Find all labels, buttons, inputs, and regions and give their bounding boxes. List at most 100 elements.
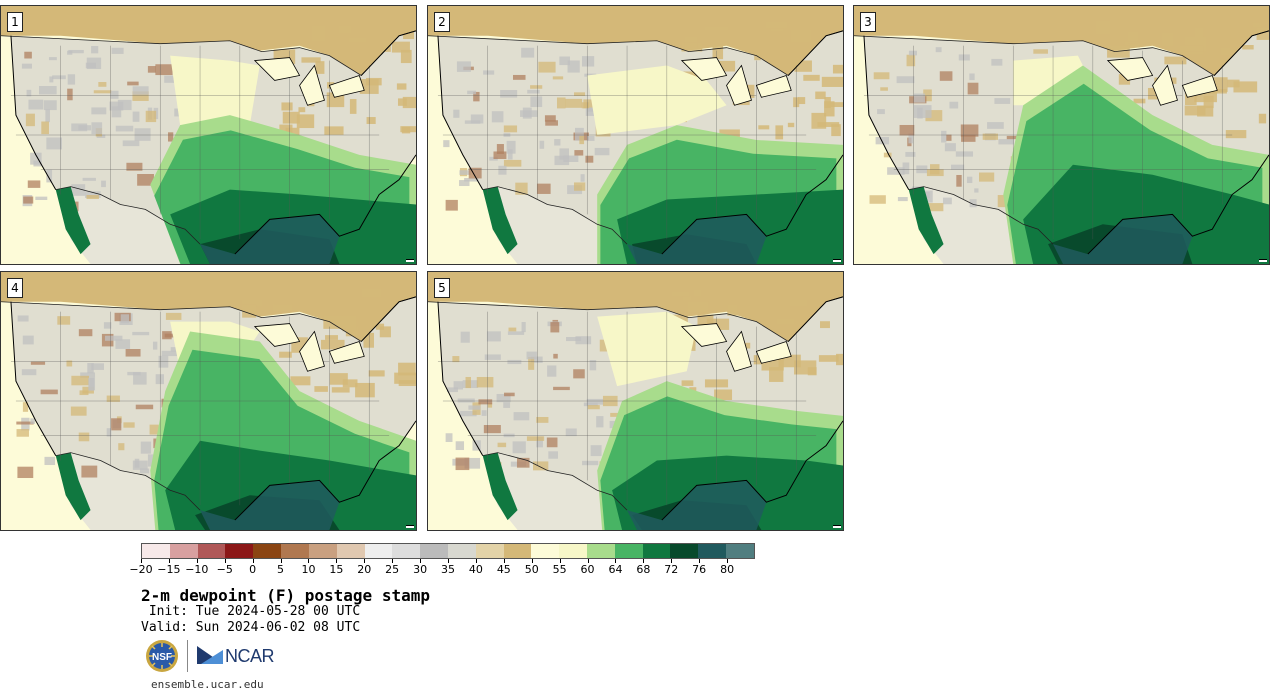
dry-patch xyxy=(155,64,173,76)
colorbar-tick xyxy=(364,559,366,563)
dry-patch xyxy=(877,109,885,115)
mexico-region xyxy=(55,186,210,264)
dry-patch xyxy=(106,428,112,437)
dry-patch xyxy=(821,76,843,87)
dry-patch xyxy=(582,460,599,466)
dry-patch xyxy=(811,112,827,129)
dry-patch xyxy=(324,126,344,135)
dry-patch xyxy=(1233,81,1258,93)
dry-patch xyxy=(452,356,460,363)
plot-title: 2-m dewpoint (F) postage stamp xyxy=(141,586,430,605)
canada-region xyxy=(1,6,416,76)
great-lake xyxy=(253,57,301,81)
dry-patch xyxy=(548,451,558,459)
dry-patch xyxy=(513,412,530,421)
dry-patch xyxy=(939,71,953,81)
dry-patch xyxy=(906,54,916,67)
dry-patch xyxy=(106,395,120,402)
dry-patch xyxy=(84,191,101,198)
dry-patch xyxy=(127,81,139,86)
dry-patch xyxy=(126,162,143,171)
dry-patch xyxy=(445,199,458,211)
dry-patch xyxy=(803,74,820,81)
dry-patch xyxy=(693,289,702,297)
dry-patch xyxy=(311,25,326,42)
dry-patch xyxy=(484,354,501,360)
dry-patch xyxy=(402,96,416,109)
colorbar-tick xyxy=(336,559,338,563)
dry-patch xyxy=(21,369,37,376)
dry-patch xyxy=(455,457,470,471)
dry-patch xyxy=(132,460,148,470)
dry-patch xyxy=(559,148,570,160)
dry-patch xyxy=(941,130,947,143)
dry-patch xyxy=(487,402,493,408)
dry-patch xyxy=(366,117,376,124)
dry-patch xyxy=(132,111,140,122)
dry-patch xyxy=(78,432,90,442)
colorbar-swatch xyxy=(503,544,532,558)
colorbar-tick-label: −5 xyxy=(216,563,233,576)
dry-patch xyxy=(530,85,543,89)
dry-patch xyxy=(164,333,180,338)
dry-patch xyxy=(81,465,98,478)
dry-patch xyxy=(1006,135,1018,140)
dry-patch xyxy=(1242,44,1254,50)
dry-patch xyxy=(323,315,344,329)
dry-patch xyxy=(831,124,841,137)
dry-patch xyxy=(394,372,416,384)
dry-patch xyxy=(329,373,348,385)
dry-patch xyxy=(553,353,558,359)
dry-patch xyxy=(403,29,415,40)
dry-patch xyxy=(26,89,32,97)
dry-patch xyxy=(164,75,180,83)
dry-patch xyxy=(526,351,537,360)
dry-patch xyxy=(1252,22,1262,28)
dry-patch xyxy=(944,143,956,152)
dry-patch xyxy=(573,182,586,191)
colorbar-swatch xyxy=(447,544,476,558)
dry-patch xyxy=(951,164,965,170)
dry-patch xyxy=(447,387,458,393)
east-coastline xyxy=(234,30,416,255)
dry-patch xyxy=(820,321,830,329)
dry-patch xyxy=(78,329,93,337)
canada-region xyxy=(1,272,416,342)
dry-patch xyxy=(546,437,558,448)
colorbar-swatch xyxy=(475,544,504,558)
dry-patch xyxy=(682,295,692,301)
dry-patch xyxy=(87,362,94,374)
dry-patch xyxy=(935,47,942,53)
dry-patch xyxy=(1184,105,1206,116)
ncar-logo-mark xyxy=(197,646,223,664)
dry-patch xyxy=(241,299,263,307)
dry-patch xyxy=(110,90,119,99)
dry-patch xyxy=(573,369,585,379)
site-url: ensemble.ucar.edu xyxy=(151,678,264,691)
dry-patch xyxy=(547,365,557,377)
dry-patch xyxy=(391,41,410,53)
dry-patch xyxy=(553,386,570,391)
dry-patch xyxy=(974,188,979,193)
dry-patch xyxy=(109,101,124,111)
dry-patch xyxy=(883,152,892,158)
dry-patch xyxy=(797,97,806,105)
dry-patch xyxy=(281,102,293,111)
corner-mark xyxy=(406,525,414,528)
dry-patch xyxy=(827,102,843,108)
ncar-logo-text: NCAR xyxy=(225,646,275,666)
dry-patch xyxy=(445,433,453,442)
dry-patch xyxy=(481,410,487,416)
dry-patch xyxy=(443,140,450,148)
colorbar-swatch xyxy=(225,544,254,558)
dry-patch xyxy=(790,29,812,43)
dry-patch xyxy=(960,124,979,137)
dry-patch xyxy=(758,125,770,130)
great-lake xyxy=(680,57,728,81)
dry-patch xyxy=(17,466,34,479)
colorbar-tick-label: 10 xyxy=(301,563,316,576)
gulf-region xyxy=(1053,214,1193,264)
dry-patch xyxy=(127,371,141,376)
dry-patch xyxy=(331,387,350,393)
colorbar-tick-label: 30 xyxy=(413,563,428,576)
